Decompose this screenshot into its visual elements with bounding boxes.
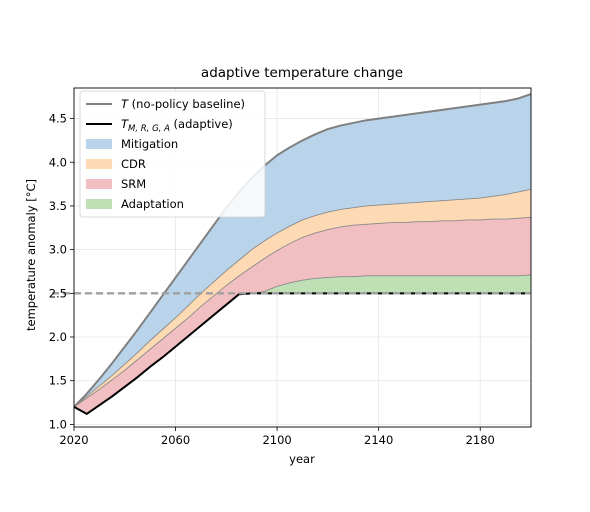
legend-swatch-5 xyxy=(86,199,112,209)
bands xyxy=(74,93,531,415)
legend-label-main: Adaptation xyxy=(121,197,184,211)
legend-swatch-2 xyxy=(86,139,112,149)
x-tick-label-1: 2060 xyxy=(161,433,190,447)
legend-label-3: CDR xyxy=(121,157,146,171)
band-srm xyxy=(74,217,531,414)
baseline-line xyxy=(74,93,531,408)
band-edge-cdr xyxy=(74,188,531,408)
legend-label-5: Adaptation xyxy=(121,197,184,211)
legend-swatch-3 xyxy=(86,159,112,169)
band-edge-srm xyxy=(74,216,531,408)
y-tick-label-0: 1.0 xyxy=(49,417,67,431)
y-tick-label-4: 3.0 xyxy=(49,243,67,257)
legend-label-4: SRM xyxy=(121,177,146,191)
legend-label-main: Mitigation xyxy=(121,137,178,151)
legend-label-rest: (adaptive) xyxy=(170,117,233,131)
x-tick-label-3: 2140 xyxy=(364,433,393,447)
x-tick-label-0: 2020 xyxy=(59,433,88,447)
legend: T (no-policy baseline)TM, R, G, A (adapt… xyxy=(79,90,266,218)
y-tick-label-6: 4.0 xyxy=(49,155,67,169)
band-adaptation xyxy=(74,274,531,414)
legend-label-main: T xyxy=(121,117,129,131)
band-mitigation xyxy=(74,94,531,407)
y-tick-label-7: 4.5 xyxy=(49,112,67,126)
legend-label-2: Mitigation xyxy=(121,137,178,151)
y-tick-label-1: 1.5 xyxy=(49,374,67,388)
legend-label-0: T (no-policy baseline) xyxy=(121,97,245,111)
legend-box xyxy=(79,90,266,218)
legend-label-rest: (no-policy baseline) xyxy=(128,97,245,111)
y-tick-label-2: 2.0 xyxy=(49,330,67,344)
legend-label-1: TM, R, G, A (adaptive) xyxy=(121,117,233,134)
legend-swatch-4 xyxy=(86,179,112,189)
legend-label-main: T xyxy=(121,97,129,111)
legend-label-main: CDR xyxy=(121,157,146,171)
legend-label-main: SRM xyxy=(121,177,146,191)
x-axis-label: year xyxy=(289,452,315,466)
x-tick-label-4: 2180 xyxy=(466,433,495,447)
y-axis-label: temperature anomaly [°C] xyxy=(24,179,38,331)
y-tick-label-5: 3.5 xyxy=(49,199,67,213)
legend-label-subscript: M, R, G, A xyxy=(128,124,170,134)
x-tick-label-2: 2100 xyxy=(262,433,291,447)
y-tick-label-3: 2.5 xyxy=(49,286,67,300)
band-cdr xyxy=(74,189,531,407)
axes-frame xyxy=(73,87,532,428)
chart-title: adaptive temperature change xyxy=(201,65,403,81)
